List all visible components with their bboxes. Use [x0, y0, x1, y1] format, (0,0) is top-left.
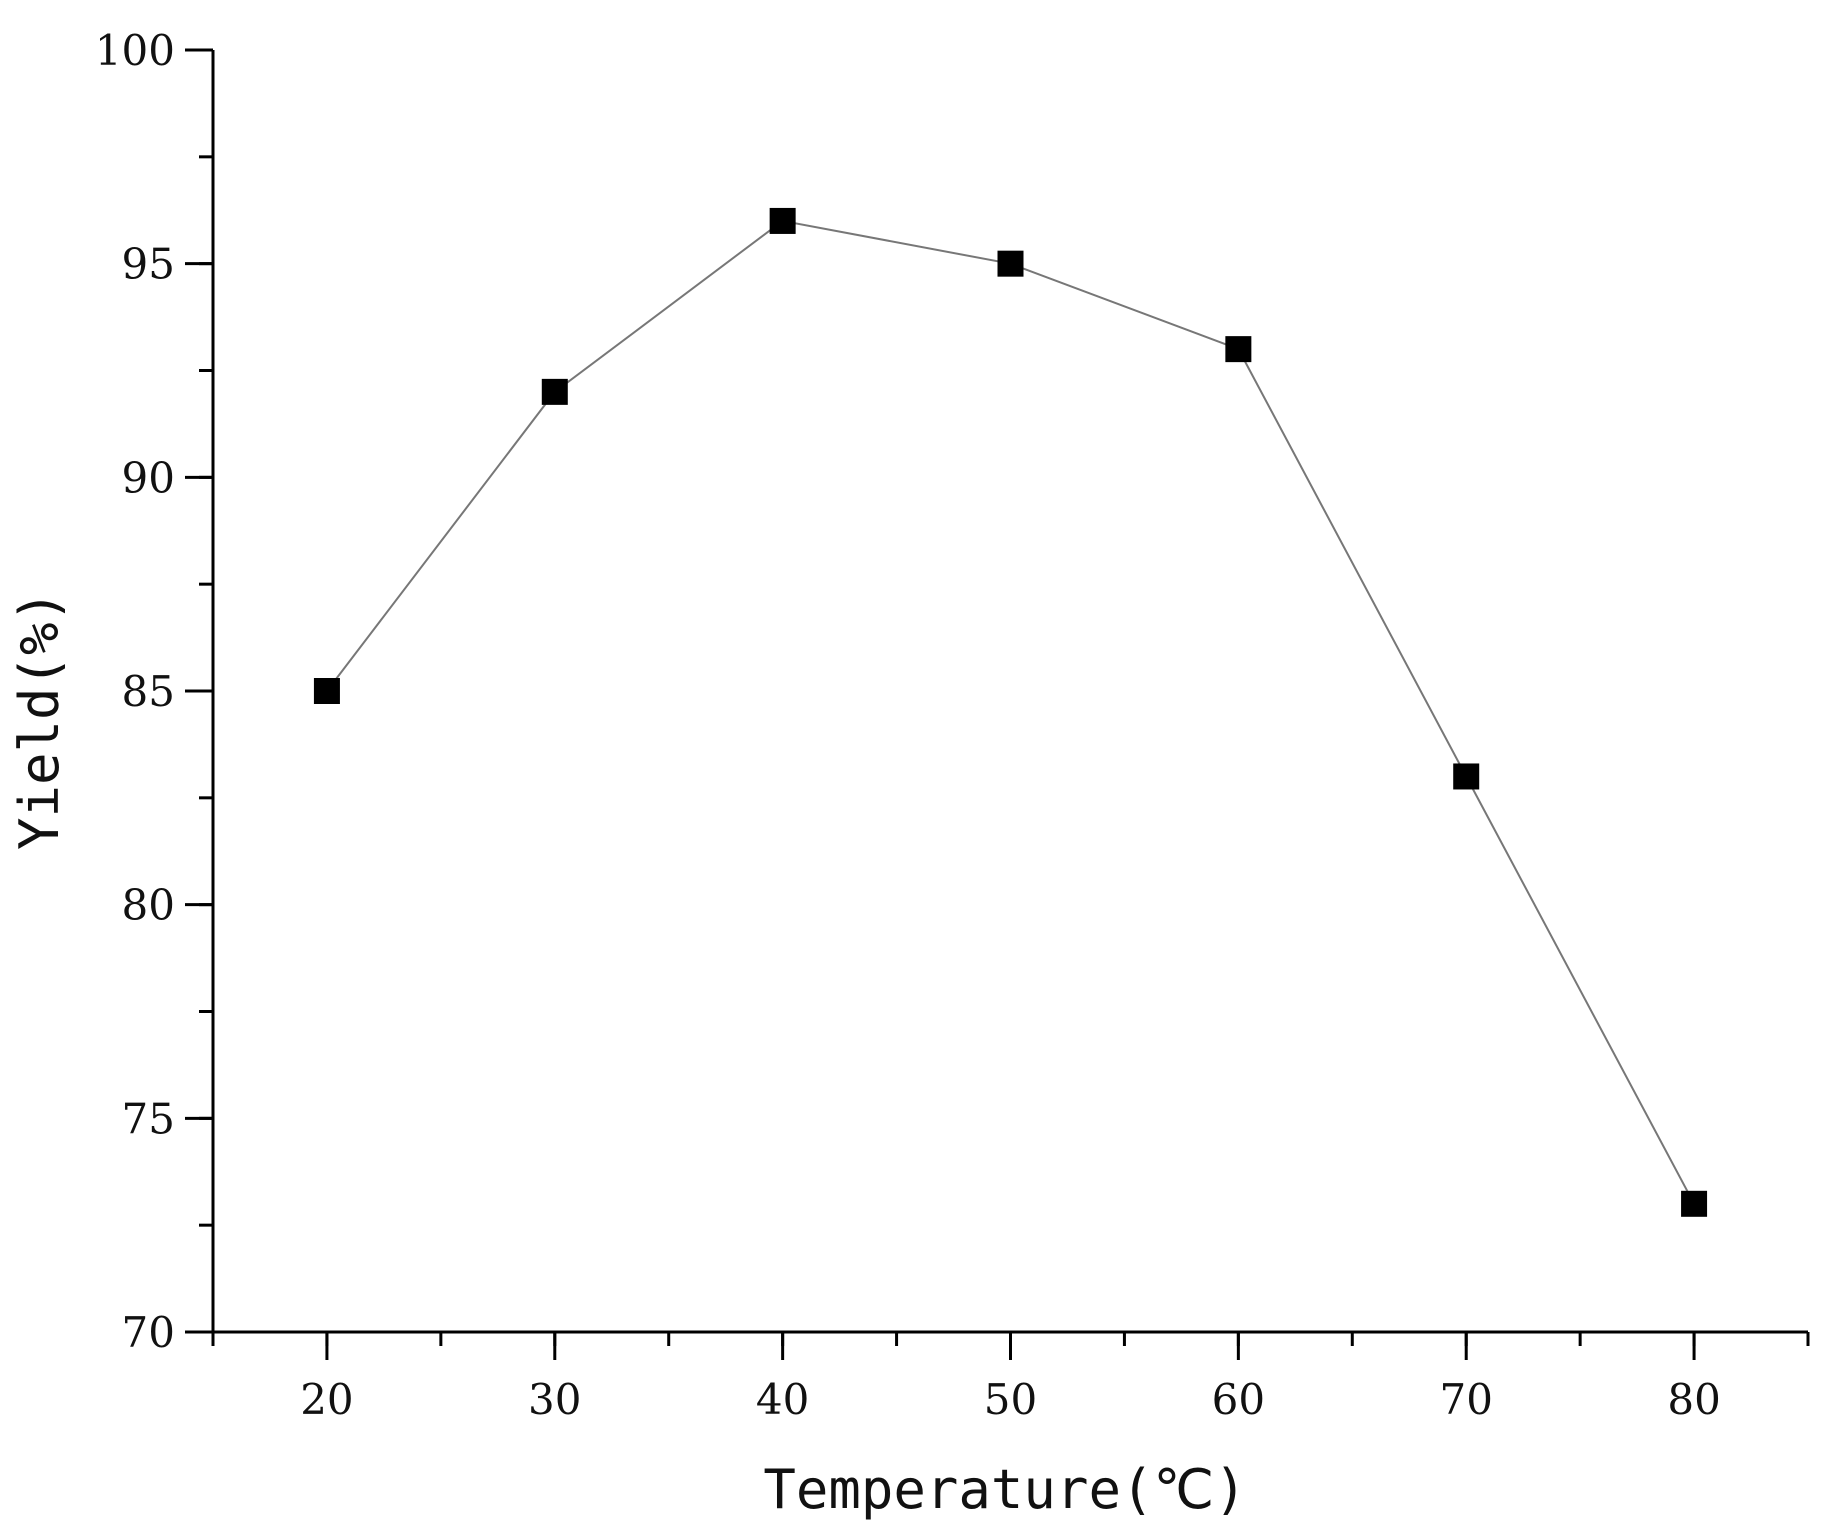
- x-tick-label: 30: [528, 1375, 581, 1424]
- series-line: [326, 219, 1695, 1205]
- y-tick-label: 75: [122, 1094, 175, 1143]
- x-tick-label: 20: [300, 1375, 353, 1424]
- y-tick-label: 80: [122, 881, 175, 930]
- y-tick-label: 90: [122, 453, 175, 502]
- x-tick-label: 70: [1439, 1375, 1492, 1424]
- x-tick-label: 60: [1212, 1375, 1265, 1424]
- data-point: [769, 207, 796, 234]
- x-tick-label: 40: [756, 1375, 809, 1424]
- plot-area: [211, 50, 1808, 1334]
- y-tick-label: 95: [122, 240, 175, 289]
- data-point: [1453, 763, 1480, 790]
- y-axis-ticks: 70 75 80 85 90 95 100: [95, 26, 213, 1357]
- series-group: [313, 207, 1708, 1217]
- data-point: [997, 250, 1024, 277]
- data-point: [313, 678, 340, 704]
- x-tick-label: 80: [1667, 1375, 1720, 1424]
- x-axis-ticks: 20 30 40 50 60 70 80: [211, 1332, 1810, 1424]
- data-point: [541, 378, 568, 405]
- y-tick-label: 100: [95, 26, 175, 75]
- y-tick-label: 85: [122, 667, 175, 716]
- y-axis-title: Yield(%): [8, 590, 71, 850]
- y-tick-label: 70: [122, 1308, 175, 1357]
- x-axis-title: Temperature(℃): [763, 1458, 1246, 1521]
- data-point: [1681, 1190, 1708, 1217]
- data-point: [1225, 336, 1252, 363]
- x-tick-label: 50: [984, 1375, 1037, 1424]
